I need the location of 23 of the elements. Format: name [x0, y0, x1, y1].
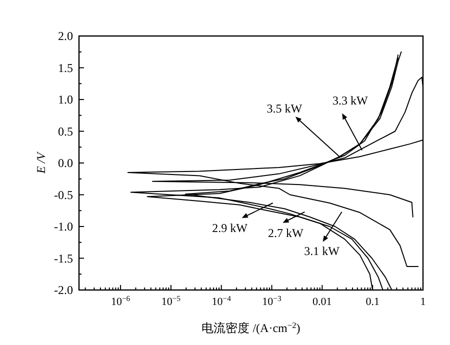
y-axis-title: E /V [34, 150, 48, 174]
y-tick-label: -2.0 [54, 283, 73, 297]
x-tick-label: 10$^{−3}$ [262, 294, 282, 308]
annotation: 3.5 kW [266, 102, 303, 116]
y-tick-label: 1.5 [58, 60, 73, 75]
y-tick-label: 0.5 [58, 124, 73, 138]
y-tick-label: 0.0 [58, 156, 73, 170]
x-tick-label: 1 [420, 296, 426, 308]
x-tick-label: 0.01 [312, 296, 332, 308]
x-tick-label: 10$^{−6}$ [110, 294, 130, 308]
annotation: 3.1 kW [304, 244, 340, 258]
y-tick-label: 1.0 [58, 92, 73, 106]
y-tick-label: 2.0 [58, 29, 73, 43]
y-tick-label: -1.5 [54, 251, 73, 266]
y-tick-label: -0.5 [54, 188, 73, 202]
y-tick-label: -1.0 [54, 220, 73, 234]
annotation: 2.7 kW [268, 226, 304, 240]
annotation: 2.9 kW [212, 221, 248, 236]
x-tick-label: 10$^{−4}$ [212, 294, 232, 308]
annotation: 3.3 kW [332, 93, 368, 108]
x-axis-title: 电流密度 /(A·cm$^{−2}$) [202, 320, 300, 335]
x-tick-label: 0.1 [366, 296, 380, 308]
x-tick-label: 10$^{−5}$ [161, 294, 181, 308]
